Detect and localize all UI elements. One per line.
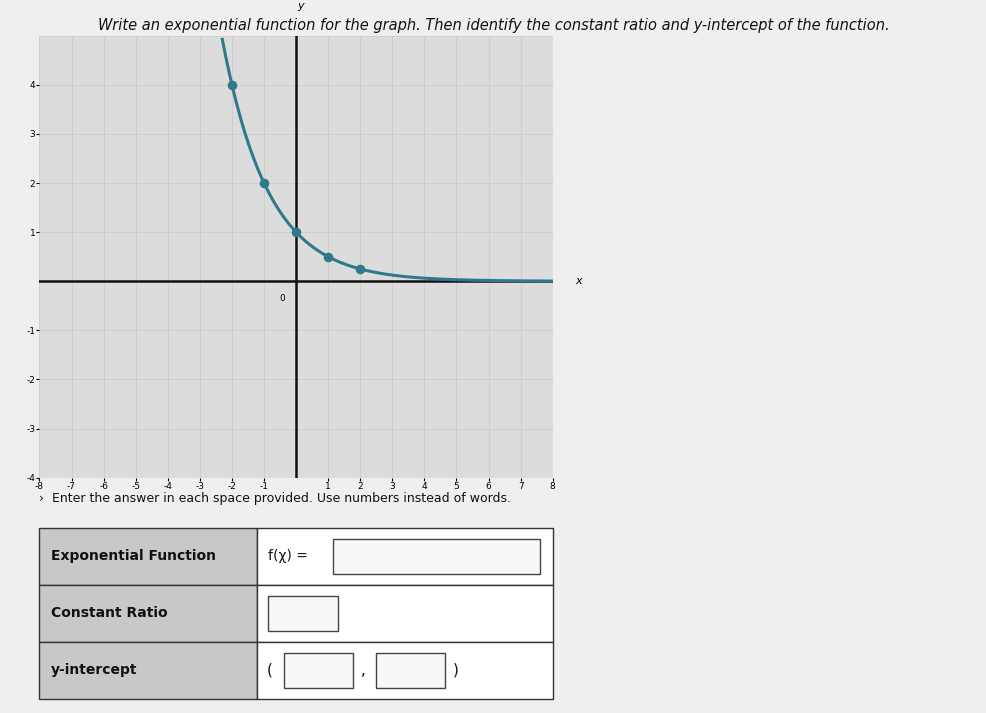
Text: Constant Ratio: Constant Ratio xyxy=(51,606,168,620)
Text: f(χ) =: f(χ) = xyxy=(268,549,313,563)
Text: Exponential Function: Exponential Function xyxy=(51,549,216,563)
Point xyxy=(288,227,304,238)
Text: y: y xyxy=(298,1,304,11)
Text: y-intercept: y-intercept xyxy=(51,663,138,677)
Text: ): ) xyxy=(453,662,458,678)
Text: (: ( xyxy=(266,662,272,678)
Text: ›  Enter the answer in each space provided. Use numbers instead of words.: › Enter the answer in each space provide… xyxy=(39,492,511,505)
Point xyxy=(256,178,272,189)
Point xyxy=(352,263,368,275)
Text: Write an exponential function for the graph. Then identify the constant ratio an: Write an exponential function for the gr… xyxy=(98,18,888,33)
Point xyxy=(319,251,335,262)
Text: 0: 0 xyxy=(279,294,285,302)
Text: x: x xyxy=(575,276,581,286)
Point xyxy=(224,79,240,91)
Text: ,: , xyxy=(361,662,366,678)
